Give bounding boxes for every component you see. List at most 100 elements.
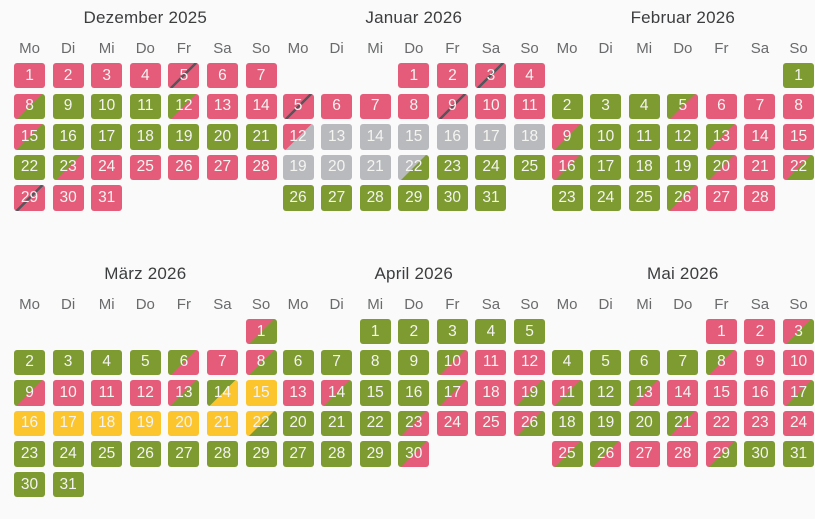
day-cell[interactable]: 19: [168, 124, 200, 150]
day-cell[interactable]: 8: [705, 349, 737, 375]
day-cell[interactable]: 29: [705, 441, 737, 467]
day-cell[interactable]: 18: [551, 410, 583, 437]
day-cell[interactable]: 30: [14, 471, 45, 498]
day-cell[interactable]: 18: [475, 380, 507, 406]
day-cell[interactable]: 7: [359, 93, 391, 119]
day-cell[interactable]: 23: [14, 441, 45, 467]
day-cell[interactable]: 10: [52, 380, 84, 406]
day-cell[interactable]: 28: [245, 154, 277, 181]
day-cell[interactable]: 1: [705, 319, 737, 345]
day-cell[interactable]: 30: [436, 185, 468, 211]
day-cell[interactable]: 11: [475, 349, 507, 375]
day-cell[interactable]: 23: [52, 154, 84, 181]
day-cell[interactable]: 24: [590, 185, 622, 211]
day-cell[interactable]: 10: [590, 124, 622, 150]
day-cell[interactable]: 12: [590, 380, 622, 406]
day-cell[interactable]: 25: [514, 154, 546, 181]
day-cell[interactable]: 20: [206, 124, 238, 150]
day-cell[interactable]: 14: [206, 380, 238, 406]
day-cell[interactable]: 9: [14, 380, 45, 406]
day-cell[interactable]: 21: [206, 410, 238, 437]
day-cell[interactable]: 12: [514, 349, 546, 375]
day-cell[interactable]: 20: [705, 154, 737, 181]
day-cell[interactable]: 25: [91, 441, 123, 467]
day-cell[interactable]: 7: [245, 63, 277, 89]
day-cell[interactable]: 27: [321, 185, 353, 211]
day-cell[interactable]: 23: [551, 185, 583, 211]
day-cell[interactable]: 1: [14, 63, 45, 89]
day-cell[interactable]: 26: [667, 185, 699, 211]
day-cell[interactable]: 24: [475, 154, 507, 181]
day-cell[interactable]: 15: [359, 380, 391, 406]
day-cell[interactable]: 27: [705, 185, 737, 211]
day-cell[interactable]: 6: [705, 93, 737, 119]
day-cell[interactable]: 20: [628, 410, 660, 437]
day-cell[interactable]: 16: [398, 380, 430, 406]
day-cell[interactable]: 21: [359, 154, 391, 181]
day-cell[interactable]: 16: [551, 154, 583, 181]
day-cell[interactable]: 31: [475, 185, 507, 211]
day-cell[interactable]: 11: [514, 93, 546, 119]
day-cell[interactable]: 12: [667, 124, 699, 150]
day-cell[interactable]: 4: [91, 349, 123, 375]
day-cell[interactable]: 17: [91, 124, 123, 150]
day-cell[interactable]: 14: [667, 380, 699, 406]
day-cell[interactable]: 9: [398, 349, 430, 375]
day-cell[interactable]: 13: [321, 124, 353, 150]
day-cell[interactable]: 13: [206, 93, 238, 119]
day-cell[interactable]: 30: [52, 185, 84, 211]
day-cell[interactable]: 28: [206, 441, 238, 467]
day-cell[interactable]: 11: [91, 380, 123, 406]
day-cell[interactable]: 14: [245, 93, 277, 119]
day-cell[interactable]: 20: [321, 154, 353, 181]
day-cell[interactable]: 15: [245, 380, 277, 406]
day-cell[interactable]: 6: [321, 93, 353, 119]
day-cell[interactable]: 1: [359, 319, 391, 345]
day-cell[interactable]: 22: [14, 154, 45, 181]
day-cell[interactable]: 14: [321, 380, 353, 406]
day-cell[interactable]: 8: [398, 93, 430, 119]
day-cell[interactable]: 19: [129, 410, 161, 437]
day-cell[interactable]: 20: [282, 410, 314, 437]
day-cell[interactable]: 2: [436, 63, 468, 89]
day-cell[interactable]: 12: [168, 93, 200, 119]
day-cell[interactable]: 4: [551, 349, 583, 375]
day-cell[interactable]: 31: [52, 471, 84, 498]
day-cell[interactable]: 29: [398, 185, 430, 211]
day-cell[interactable]: 11: [129, 93, 161, 119]
day-cell[interactable]: 10: [783, 349, 815, 375]
day-cell[interactable]: 2: [398, 319, 430, 345]
day-cell[interactable]: 11: [551, 380, 583, 406]
day-cell[interactable]: 6: [282, 349, 314, 375]
day-cell[interactable]: 27: [206, 154, 238, 181]
day-cell[interactable]: 5: [129, 349, 161, 375]
day-cell[interactable]: 29: [245, 441, 277, 467]
day-cell[interactable]: 6: [628, 349, 660, 375]
day-cell[interactable]: 10: [436, 349, 468, 375]
day-cell[interactable]: 29: [359, 441, 391, 467]
day-cell[interactable]: 5: [667, 93, 699, 119]
day-cell[interactable]: 18: [514, 124, 546, 150]
day-cell[interactable]: 26: [514, 410, 546, 437]
day-cell[interactable]: 14: [359, 124, 391, 150]
day-cell[interactable]: 15: [783, 124, 815, 150]
day-cell[interactable]: 26: [168, 154, 200, 181]
day-cell[interactable]: 13: [282, 380, 314, 406]
day-cell[interactable]: 9: [52, 93, 84, 119]
day-cell[interactable]: 12: [282, 124, 314, 150]
day-cell[interactable]: 21: [744, 154, 776, 181]
day-cell[interactable]: 3: [91, 63, 123, 89]
day-cell[interactable]: 15: [398, 124, 430, 150]
day-cell[interactable]: 28: [667, 441, 699, 467]
day-cell[interactable]: 20: [168, 410, 200, 437]
day-cell[interactable]: 16: [14, 410, 45, 437]
day-cell[interactable]: 13: [168, 380, 200, 406]
day-cell[interactable]: 30: [398, 441, 430, 467]
day-cell[interactable]: 17: [475, 124, 507, 150]
day-cell[interactable]: 26: [590, 441, 622, 467]
day-cell[interactable]: 9: [551, 124, 583, 150]
day-cell[interactable]: 8: [783, 93, 815, 119]
day-cell[interactable]: 19: [514, 380, 546, 406]
day-cell[interactable]: 7: [744, 93, 776, 119]
day-cell[interactable]: 1: [398, 63, 430, 89]
